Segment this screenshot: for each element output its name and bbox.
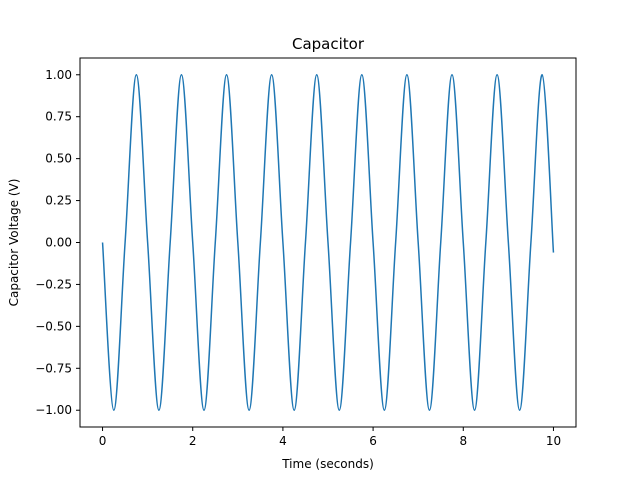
chart-title: Capacitor (292, 35, 365, 53)
x-tick-label: 10 (546, 434, 561, 448)
y-tick-label: 0.50 (45, 152, 72, 166)
y-tick-label: 0.25 (45, 194, 72, 208)
y-axis-ticks: 1.00 0.75 0.50 0.25 0.00 −0.25 −0.50 −0.75 −1.00 (35, 68, 80, 417)
x-tick-label: 8 (459, 434, 467, 448)
x-tick-label: 6 (369, 434, 377, 448)
y-tick-label: 0.75 (45, 110, 72, 124)
y-tick-label: −0.50 (35, 319, 72, 333)
x-tick-label: 4 (279, 434, 287, 448)
y-tick-label: 1.00 (45, 68, 72, 82)
y-tick-label: −0.75 (35, 361, 72, 375)
y-tick-label: −1.00 (35, 403, 72, 417)
y-axis-label: Capacitor Voltage (V) (7, 179, 21, 307)
series-line (101, 74, 555, 411)
x-axis-ticks: 0 2 4 6 8 10 (99, 427, 561, 448)
x-axis-label: Time (seconds) (281, 457, 374, 471)
x-tick-label: 2 (189, 434, 197, 448)
series-layer (101, 74, 555, 411)
x-tick-label: 0 (99, 434, 107, 448)
y-tick-label: 0.00 (45, 236, 72, 250)
y-tick-label: −0.25 (35, 277, 72, 291)
